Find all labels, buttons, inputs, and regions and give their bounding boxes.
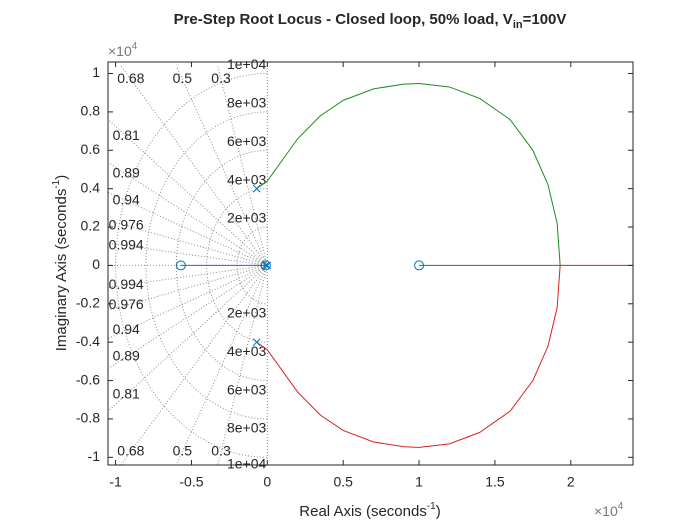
y-tick-label: -0.8 (76, 410, 100, 426)
frequency-label: 2e+03 (227, 210, 267, 226)
axes-box (107, 61, 634, 466)
pole-marker (252, 338, 261, 347)
y-exponent: ×104 (108, 41, 138, 59)
damping-line (107, 265, 268, 412)
title-sub: in (513, 19, 523, 31)
damping-label: 0.5 (173, 442, 193, 458)
damping-label: 0.94 (113, 191, 140, 207)
damping-label: 0.3 (211, 70, 231, 86)
damping-line (107, 264, 268, 311)
y-tick-label: 0 (92, 256, 100, 272)
locus-branch (256, 264, 633, 448)
y-exponent-base: ×10 (108, 43, 132, 59)
pole-marker (252, 184, 261, 193)
y-exponent-power: 4 (132, 41, 138, 52)
damping-label: 0.94 (113, 321, 140, 337)
frequency-label: 8e+03 (227, 95, 267, 111)
damping-label: 0.68 (117, 70, 144, 86)
zero-marker (260, 260, 271, 271)
frequency-label: 4e+03 (227, 343, 267, 359)
xlabel-sup: -1 (427, 501, 436, 512)
x-tick-label: 2 (567, 474, 575, 490)
damping-label: 0.994 (109, 236, 144, 252)
pole-marker (261, 261, 270, 270)
x-tick-label: -0.5 (179, 474, 203, 490)
frequency-label: 8e+03 (227, 420, 267, 436)
x-exponent: ×104 (594, 501, 624, 519)
y-tick-label: 0.4 (81, 179, 101, 195)
damping-line (107, 219, 268, 266)
damping-line (107, 191, 268, 266)
y-axis-label: Imaginary Axis (seconds-1) (51, 175, 70, 351)
damping-label: 0.81 (113, 127, 140, 143)
xlabel-main: Real Axis (seconds (299, 503, 427, 520)
damping-line (107, 119, 268, 266)
y-tick-label: -0.6 (76, 371, 100, 387)
damping-label: 0.5 (173, 70, 193, 86)
y-tick-label: -1 (88, 448, 101, 464)
title-tail: =100V (523, 11, 567, 28)
frequency-label: 1e+04 (227, 56, 267, 72)
x-axis-label: Real Axis (seconds-1) (299, 501, 440, 520)
damping-label: 0.89 (113, 165, 140, 181)
y-tick-label: -0.4 (76, 333, 100, 349)
x-tick-label: 0.5 (333, 474, 353, 490)
y-tick-label: 1 (92, 64, 100, 80)
x-tick-label: -1 (109, 474, 122, 490)
locus-branch (256, 82, 561, 266)
x-exponent-power: 4 (618, 501, 624, 512)
ylabel-sup: -1 (51, 179, 62, 188)
x-tick-label: 1.5 (485, 474, 505, 490)
xlabel-tail: ) (436, 503, 441, 520)
zero-marker (414, 260, 425, 271)
frequency-circle (145, 111, 268, 420)
damping-label: 0.976 (109, 296, 144, 312)
damping-line (217, 265, 268, 466)
frequency-circle (115, 73, 268, 458)
frequency-label: 2e+03 (227, 305, 267, 321)
damping-line (217, 65, 268, 266)
damping-label: 0.89 (113, 348, 140, 364)
x-tick-label: 0 (263, 474, 271, 490)
y-tick-label: -0.2 (76, 295, 100, 311)
frequency-label: 4e+03 (227, 171, 267, 187)
ylabel-main: Imaginary Axis (seconds (53, 189, 70, 352)
damping-line (175, 65, 268, 266)
chart-title: Pre-Step Root Locus - Closed loop, 50% l… (174, 11, 567, 31)
frequency-label: 1e+04 (227, 456, 267, 472)
damping-label: 0.68 (117, 442, 144, 458)
x-tick-label: 1 (415, 474, 423, 490)
ylabel-tail: ) (53, 175, 70, 180)
frequency-label: 6e+03 (227, 133, 267, 149)
damping-label: 0.3 (211, 442, 231, 458)
zero-marker (175, 260, 186, 271)
y-tick-label: 0.8 (81, 103, 101, 119)
damping-label: 0.976 (109, 216, 144, 232)
damping-line (175, 265, 268, 466)
damping-label: 0.81 (113, 385, 140, 401)
title-main: Pre-Step Root Locus - Closed loop, 50% l… (174, 11, 513, 28)
damping-line (120, 65, 268, 266)
x-exponent-base: ×10 (594, 503, 618, 519)
y-tick-label: 0.6 (81, 141, 101, 157)
damping-line (120, 265, 268, 466)
damping-label: 0.994 (109, 276, 144, 292)
damping-line (107, 264, 268, 340)
frequency-label: 6e+03 (227, 381, 267, 397)
y-tick-label: 0.2 (81, 218, 101, 234)
